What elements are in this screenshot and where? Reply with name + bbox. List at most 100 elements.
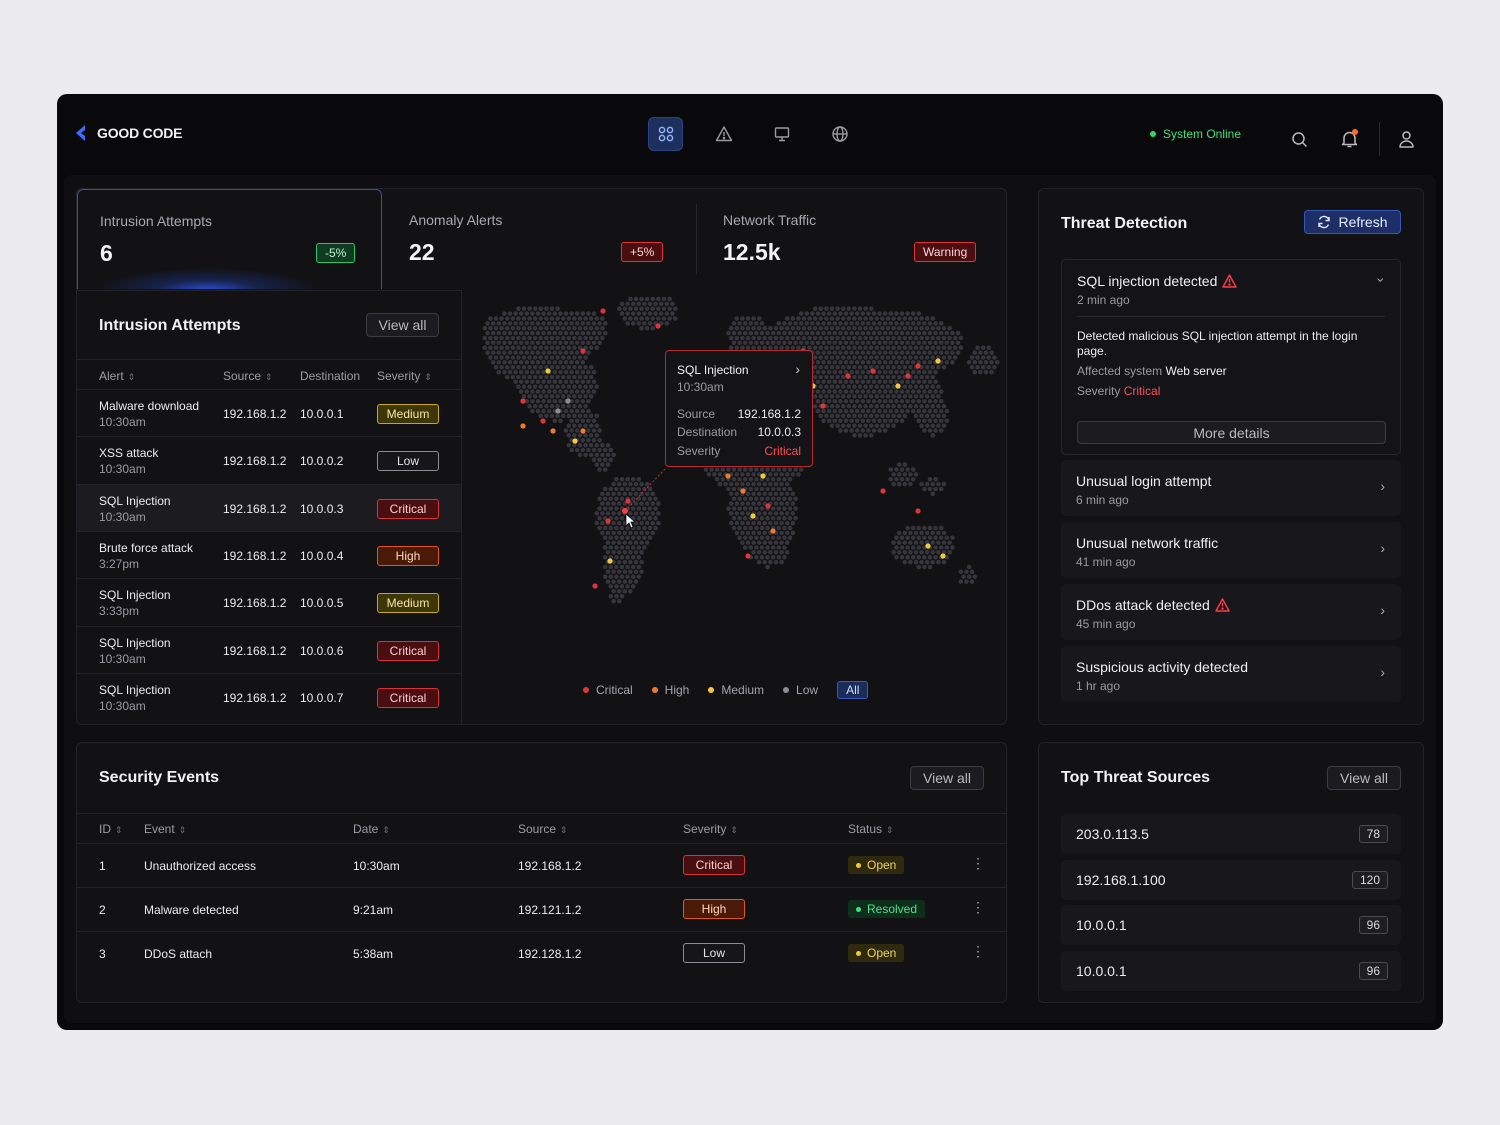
- logo[interactable]: GOOD CODE: [73, 124, 183, 142]
- map-hex-dot: [600, 325, 605, 331]
- column-severity[interactable]: Severity ⇕: [683, 822, 738, 836]
- threat-point-critical[interactable]: [745, 553, 751, 559]
- more-options-icon[interactable]: ⋮: [971, 855, 985, 871]
- column-event[interactable]: Event ⇕: [144, 822, 187, 836]
- table-row[interactable]: SQL Injection 10:30am 192.168.1.2 10.0.0.…: [77, 625, 461, 673]
- stat-intrusion-attempts[interactable]: Intrusion Attempts 6 -5%: [77, 189, 382, 289]
- threat-point-medium[interactable]: [607, 558, 613, 564]
- column-source[interactable]: Source ⇕: [518, 822, 568, 836]
- search-button[interactable]: [1287, 127, 1311, 151]
- threat-point-low[interactable]: [555, 408, 561, 414]
- threat-point-critical[interactable]: [915, 508, 921, 514]
- legend-low[interactable]: Low: [783, 683, 818, 697]
- profile-button[interactable]: [1394, 127, 1418, 151]
- column-severity[interactable]: Severity ⇕: [377, 369, 432, 383]
- threat-source-item[interactable]: 10.0.0.1 96: [1061, 905, 1401, 945]
- threat-item[interactable]: Suspicious activity detected 1 hr ago ›: [1061, 646, 1401, 702]
- threat-point-medium[interactable]: [545, 368, 551, 374]
- table-row[interactable]: Malware download 10:30am 192.168.1.2 10.0…: [77, 389, 461, 436]
- threat-point-medium[interactable]: [895, 383, 901, 389]
- threat-point-critical[interactable]: [880, 488, 886, 494]
- selected-threat-point[interactable]: [622, 508, 628, 514]
- table-row[interactable]: 3 DDoS attach 5:38am 192.128.1.2 Low Ope…: [77, 931, 1006, 975]
- threat-point-critical[interactable]: [820, 403, 826, 409]
- column-destination[interactable]: Destination: [300, 369, 361, 383]
- stat-anomaly-alerts[interactable]: Anomaly Alerts 22 +5%: [387, 189, 697, 289]
- threat-point-medium[interactable]: [940, 553, 946, 559]
- threat-point-critical[interactable]: [580, 348, 586, 354]
- threat-point-critical[interactable]: [905, 373, 911, 379]
- more-options-icon[interactable]: ⋮: [971, 899, 985, 915]
- threat-point-high[interactable]: [520, 423, 526, 429]
- threat-point-critical[interactable]: [915, 363, 921, 369]
- threat-item[interactable]: Unusual network traffic 41 min ago ›: [1061, 522, 1401, 578]
- table-row[interactable]: SQL Injection 10:30am 192.168.1.2 10.0.0.…: [77, 672, 461, 720]
- notifications-button[interactable]: [1337, 127, 1361, 151]
- threat-point-critical[interactable]: [870, 368, 876, 374]
- threat-point-medium[interactable]: [925, 543, 931, 549]
- threat-source-item[interactable]: 192.168.1.100 120: [1061, 859, 1401, 900]
- table-row[interactable]: SQL Injection 10:30am 192.168.1.2 10.0.0.…: [77, 483, 461, 531]
- chevron-right-icon[interactable]: ›: [1380, 540, 1385, 556]
- map-hex-dot: [583, 403, 588, 409]
- column-source[interactable]: Source ⇕: [223, 369, 273, 383]
- threat-source-item[interactable]: 10.0.0.1 96: [1061, 950, 1401, 991]
- threat-point-medium[interactable]: [760, 473, 766, 479]
- more-details-button[interactable]: More details: [1077, 421, 1386, 444]
- threat-point-critical[interactable]: [540, 418, 546, 424]
- event-date: 9:21am: [353, 903, 394, 917]
- intrusion-view-all-button[interactable]: View all: [366, 313, 439, 337]
- table-row[interactable]: XSS attack 10:30am 192.168.1.2 10.0.0.2 L…: [77, 436, 461, 483]
- threat-point-high[interactable]: [580, 428, 586, 434]
- filter-all-button[interactable]: All: [837, 681, 869, 699]
- threat-point-critical[interactable]: [655, 323, 661, 329]
- sources-view-all-button[interactable]: View all: [1327, 766, 1401, 790]
- threat-item[interactable]: DDos attack detected 45 min ago ›: [1061, 584, 1401, 640]
- column-id[interactable]: ID ⇕: [99, 822, 123, 836]
- threat-item-title[interactable]: SQL injection detected: [1077, 273, 1238, 289]
- legend-medium[interactable]: Medium: [708, 683, 764, 697]
- map-tooltip[interactable]: SQL Injection › 10:30am Source 192.168.1…: [665, 350, 813, 467]
- threat-point-critical[interactable]: [600, 308, 606, 314]
- threat-point-low[interactable]: [565, 398, 571, 404]
- column-date[interactable]: Date ⇕: [353, 822, 390, 836]
- chevron-right-icon[interactable]: ›: [1380, 664, 1385, 680]
- threat-point-critical[interactable]: [625, 498, 631, 504]
- threat-point-critical[interactable]: [845, 373, 851, 379]
- threat-point-medium[interactable]: [572, 438, 578, 444]
- table-row[interactable]: 1 Unauthorized access 10:30am 192.168.1.…: [77, 843, 1006, 887]
- nav-network-button[interactable]: [822, 117, 857, 151]
- column-alert[interactable]: Alert ⇕: [99, 369, 136, 383]
- threat-point-critical[interactable]: [520, 398, 526, 404]
- table-row[interactable]: SQL Injection 3:33pm 192.168.1.2 10.0.0.5…: [77, 578, 461, 625]
- threat-point-high[interactable]: [725, 473, 731, 479]
- map-hex-dot: [894, 360, 899, 365]
- threat-point-high[interactable]: [550, 428, 556, 434]
- threat-point-medium[interactable]: [935, 358, 941, 364]
- threat-point-high[interactable]: [740, 488, 746, 494]
- threat-map[interactable]: [463, 291, 1007, 671]
- chevron-right-icon[interactable]: ›: [1380, 478, 1385, 494]
- refresh-button[interactable]: Refresh: [1304, 210, 1401, 234]
- nav-dashboard-button[interactable]: [648, 117, 683, 151]
- threat-point-critical[interactable]: [765, 503, 771, 509]
- threat-point-medium[interactable]: [750, 513, 756, 519]
- events-view-all-button[interactable]: View all: [910, 766, 984, 790]
- more-options-icon[interactable]: ⋮: [971, 943, 985, 959]
- table-row[interactable]: Brute force attack 3:27pm 192.168.1.2 10.…: [77, 530, 461, 578]
- column-status[interactable]: Status ⇕: [848, 822, 894, 836]
- stat-network-traffic[interactable]: Network Traffic 12.5k Warning: [701, 189, 1006, 289]
- threat-source-item[interactable]: 203.0.113.5 78: [1061, 814, 1401, 854]
- threat-point-critical[interactable]: [605, 518, 611, 524]
- legend-high[interactable]: High: [651, 683, 689, 697]
- chevron-right-icon[interactable]: ›: [795, 361, 800, 377]
- legend-critical[interactable]: Critical: [583, 683, 633, 697]
- nav-alerts-button[interactable]: [706, 117, 741, 151]
- chevron-right-icon[interactable]: ›: [1380, 602, 1385, 618]
- threat-item[interactable]: Unusual login attempt 6 min ago ›: [1061, 460, 1401, 516]
- nav-devices-button[interactable]: [764, 117, 799, 151]
- table-row[interactable]: 2 Malware detected 9:21am 192.121.1.2 Hi…: [77, 887, 1006, 931]
- threat-point-critical[interactable]: [592, 583, 598, 589]
- threat-point-high[interactable]: [770, 528, 776, 534]
- chevron-down-icon[interactable]: ›: [1373, 277, 1390, 283]
